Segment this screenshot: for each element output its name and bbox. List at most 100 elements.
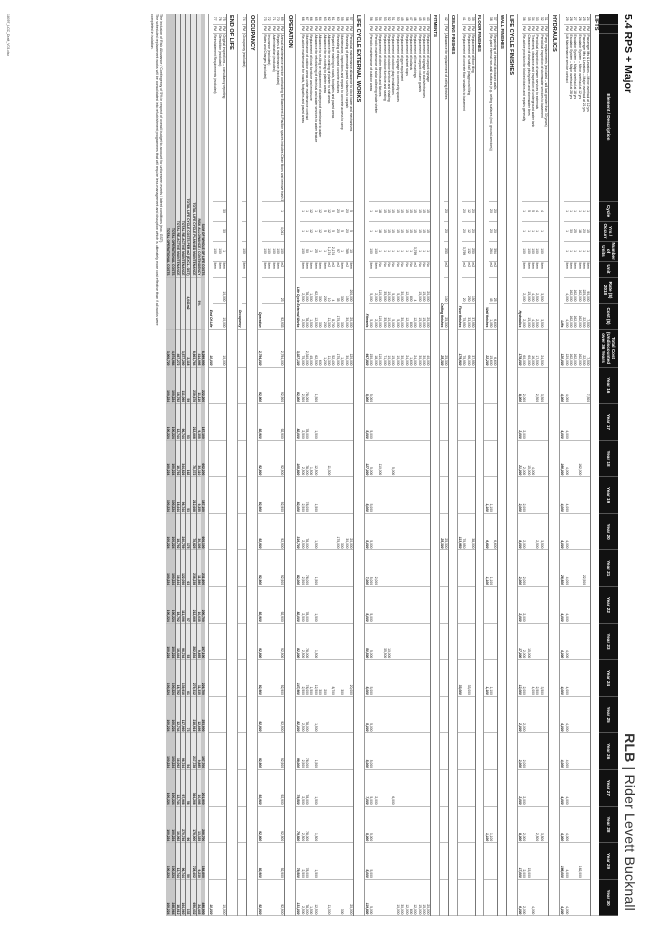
first-occurrence: [262, 221, 267, 241]
year-value: 2,500: [300, 659, 305, 697]
item-description: Replacement of carpark column guards: [417, 33, 422, 201]
year-value: [373, 696, 378, 733]
unit: No: [421, 261, 427, 277]
item-description: Reinstatement Requirements (excluded): [212, 33, 218, 201]
year-value: [462, 879, 467, 916]
year-value: 231,600: [200, 549, 206, 587]
year-value: 26,500: [559, 549, 565, 587]
year-value: 92,900: [280, 367, 285, 404]
year-value: [373, 623, 378, 660]
number-of-units: 1: [386, 241, 392, 261]
year-value: 316,700: [295, 513, 301, 550]
lifecycle-cost-table: Element / Description Cycle Yrs / Occurr…: [166, 14, 618, 916]
year-value: 3,500: [539, 513, 544, 550]
item-number: 33: [535, 14, 540, 24]
year-value: [530, 403, 536, 441]
first-occurrence: 25: [573, 221, 578, 241]
year-value: 226,700: [200, 659, 206, 697]
number-of-units: 3,799: [462, 241, 467, 261]
col-year: Year 24: [599, 659, 618, 697]
year-value: 5,000: [364, 732, 370, 770]
year-value: [339, 842, 345, 880]
cycle: 12: [309, 201, 314, 221]
year-value: 18,792: [175, 513, 181, 550]
year-value: [208, 732, 213, 770]
year-value: 53: [185, 623, 191, 660]
total-cost: 24,000: [404, 329, 409, 367]
year-value: [391, 513, 396, 550]
totals-total: 3,006,720: [166, 329, 171, 367]
year-value: [266, 659, 272, 697]
year-value: 139,916: [180, 659, 186, 697]
year-value: [488, 440, 494, 477]
number-of-units: 100: [271, 241, 276, 261]
totals-row: TOTAL OPERATIONAL COSTS 3,006,720 100,224 1…: [166, 14, 171, 916]
year-value: [335, 367, 340, 404]
year-value: [242, 769, 247, 807]
year-value: [404, 513, 409, 550]
year-value: [568, 403, 574, 441]
year-value: 79,500: [295, 842, 301, 880]
year-value: [408, 623, 414, 660]
year-value: 1,500: [313, 549, 318, 587]
year-value: 300: [339, 513, 345, 550]
year-value: [568, 806, 574, 843]
year-value: 1,500: [313, 403, 318, 441]
year-value: 92,900: [257, 879, 263, 916]
item-number: 36: [521, 14, 527, 24]
year-value: [470, 842, 476, 880]
rate: 15,000: [417, 277, 422, 303]
cycle: [242, 201, 247, 221]
table-row: 41 FM Replacement of concrete floor sealan…: [462, 14, 467, 916]
year-value: 2,000: [521, 440, 527, 477]
col-year: Year 21: [599, 549, 618, 587]
item-code: FM: [391, 24, 396, 33]
year-value: 92,900: [280, 842, 285, 880]
year-value: 4,000: [564, 403, 569, 441]
item-code: FM: [300, 24, 305, 33]
cost: 5,000: [391, 303, 396, 329]
year-value: 122,056: [180, 549, 186, 587]
year-value: [426, 769, 431, 807]
first-occurrence: 15: [426, 221, 431, 241]
year-value: [217, 732, 222, 770]
year-value: [322, 696, 327, 733]
year-value: [317, 549, 323, 587]
year-value: 5,000: [369, 842, 374, 880]
year-value: 10,035: [196, 586, 201, 624]
cost: 15,000: [421, 303, 427, 329]
year-value: 18,792: [175, 586, 181, 624]
total-cost: 10,000: [221, 329, 227, 367]
number-of-units: 100: [280, 241, 285, 261]
cycle: 20: [470, 201, 476, 221]
year-value: [586, 842, 591, 880]
total-cost: 17,500: [535, 329, 540, 367]
subtotal-total: [237, 329, 243, 367]
table-row: 57 FM Periodical maintenance allowance to …: [348, 14, 354, 916]
item-code: FM: [521, 24, 527, 33]
year-value: [344, 403, 349, 441]
year-value: 12,744: [175, 696, 181, 733]
number-of-units: 100: [530, 241, 536, 261]
year-value: [266, 549, 272, 587]
year-value: 4,000: [564, 769, 569, 807]
year-value: 73: [185, 696, 191, 733]
col-year: Year 26: [599, 732, 618, 770]
year-value: 9,355: [196, 476, 201, 514]
item-description: Replacement of signage to stairs/entranc…: [421, 33, 427, 201]
year-value: [382, 732, 387, 770]
cost: 1,500: [309, 303, 314, 329]
item-description: Occupancy (excluded): [242, 33, 247, 201]
totals-label: TOTAL OPERATIONAL COSTS: [170, 14, 176, 277]
year-value: [421, 367, 427, 404]
unit: Item: [564, 261, 569, 277]
year-value: 2,000: [521, 842, 527, 880]
year-value: 92,900: [280, 769, 285, 807]
item-code: FM: [466, 24, 471, 33]
totals-percentage: [190, 277, 197, 329]
cycle: 5: [526, 201, 531, 221]
group-header-row: FLOOR FINISHES: [475, 14, 484, 916]
year-value: 7,500: [586, 367, 591, 404]
year-value: [573, 806, 578, 843]
year-value: 100,224: [166, 879, 171, 916]
